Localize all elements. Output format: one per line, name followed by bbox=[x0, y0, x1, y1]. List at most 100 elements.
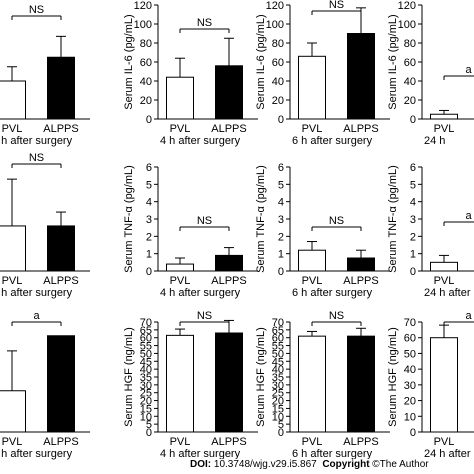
y-tick-label: 1 bbox=[278, 249, 284, 261]
y-tick-label: 65 bbox=[272, 325, 284, 337]
y-tick-label: 0 bbox=[410, 114, 416, 126]
y-tick-label: 15 bbox=[272, 403, 284, 415]
copyright-label: Copyright bbox=[322, 459, 370, 470]
doi-copyright-footer: DOI: 10.3748/wjg.v29.i5.867 Copyright ©T… bbox=[190, 459, 474, 474]
y-axis-label: Serum TNF-α (pg/mL) bbox=[255, 165, 267, 273]
y-tick-label: 4 bbox=[146, 197, 152, 209]
x-tick-label: PVL bbox=[170, 123, 191, 135]
bar-alpps bbox=[47, 56, 75, 120]
y-tick-label: 4 bbox=[410, 197, 416, 209]
y-tick-label: 120 bbox=[266, 0, 284, 12]
significance-label: a bbox=[465, 310, 472, 322]
x-tick-label: PVL bbox=[302, 275, 323, 287]
timepoint-label: 24 h after bbox=[424, 287, 471, 299]
x-tick-label: PVL bbox=[434, 436, 455, 448]
x-tick-label: PVL bbox=[2, 275, 23, 287]
significance-label: a bbox=[465, 64, 472, 76]
y-axis-label: Serum TNF-α (pg/mL) bbox=[387, 165, 399, 273]
y-tick-label: 55 bbox=[272, 341, 284, 353]
x-tick-label: ALPPS bbox=[343, 123, 378, 135]
y-tick-label: 45 bbox=[140, 356, 152, 368]
y-tick-label: 20 bbox=[272, 396, 284, 408]
y-tick-label: 50 bbox=[140, 348, 152, 360]
y-tick-label: 65 bbox=[140, 325, 152, 337]
y-axis-label: Serum IL-6 (pg/mL) bbox=[123, 14, 135, 109]
x-tick-label: PVL bbox=[2, 123, 23, 135]
y-axis-label: Serum HGF (ng/mL) bbox=[387, 327, 399, 427]
bar-pvl bbox=[298, 249, 326, 272]
bar-alpps bbox=[347, 33, 375, 120]
y-tick-label: 10 bbox=[140, 411, 152, 423]
y-tick-label: 6 bbox=[278, 162, 284, 174]
timepoint-label: 1 h after surgery bbox=[0, 287, 73, 299]
bar-pvl bbox=[430, 337, 458, 433]
bar-alpps bbox=[347, 335, 375, 433]
bar-alpps bbox=[215, 254, 243, 272]
y-tick-label: 80 bbox=[404, 38, 416, 50]
significance-label: NS bbox=[197, 17, 212, 29]
y-tick-label: 50 bbox=[404, 348, 416, 360]
timepoint-label: 4 h after surgery bbox=[160, 287, 241, 299]
y-tick-label: 1 bbox=[410, 249, 416, 261]
doi-value: 10.3748/wjg.v29.i5.867 bbox=[211, 459, 317, 470]
bar-pvl bbox=[298, 55, 326, 120]
significance-label: a bbox=[33, 310, 40, 322]
timepoint-label: 1 h after surgery bbox=[0, 135, 73, 147]
y-tick-label: 35 bbox=[272, 372, 284, 384]
y-tick-label: 5 bbox=[278, 179, 284, 191]
y-tick-label: 40 bbox=[140, 364, 152, 376]
y-tick-label: 60 bbox=[140, 57, 152, 69]
y-tick-label: 3 bbox=[410, 214, 416, 226]
y-tick-label: 35 bbox=[140, 372, 152, 384]
y-tick-label: 100 bbox=[134, 19, 152, 31]
y-tick-label: 40 bbox=[140, 76, 152, 88]
y-tick-label: 0 bbox=[278, 114, 284, 126]
x-tick-label: ALPPS bbox=[43, 436, 78, 448]
bar-pvl bbox=[166, 263, 194, 272]
significance-label: NS bbox=[329, 310, 344, 322]
x-tick-label: PVL bbox=[302, 123, 323, 135]
y-tick-label: 20 bbox=[404, 95, 416, 107]
y-tick-label: 5 bbox=[410, 179, 416, 191]
x-tick-label: ALPPS bbox=[343, 436, 378, 448]
timepoint-label: 6 h after surgery bbox=[292, 287, 373, 299]
x-tick-label: PVL bbox=[170, 436, 191, 448]
y-tick-label: 40 bbox=[404, 364, 416, 376]
bar-pvl bbox=[166, 334, 194, 433]
bar-pvl bbox=[166, 76, 194, 120]
x-tick-label: ALPPS bbox=[343, 275, 378, 287]
y-tick-label: 0 bbox=[146, 427, 152, 439]
timepoint-label: 1 h after surgery bbox=[0, 448, 73, 460]
y-tick-label: 80 bbox=[140, 38, 152, 50]
doi-label: DOI: bbox=[190, 459, 212, 470]
bar-alpps bbox=[347, 257, 375, 272]
bar-alpps bbox=[47, 335, 75, 433]
y-axis-label: Serum TNF-α (pg/mL) bbox=[123, 165, 135, 273]
y-tick-label: 50 bbox=[272, 348, 284, 360]
y-tick-label: 2 bbox=[278, 231, 284, 243]
y-tick-label: 70 bbox=[404, 317, 416, 329]
y-tick-label: 0 bbox=[278, 427, 284, 439]
y-tick-label: 2 bbox=[410, 231, 416, 243]
y-tick-label: 0 bbox=[146, 266, 152, 278]
y-axis-label: Serum HGF (ng/mL) bbox=[123, 327, 135, 427]
y-tick-label: 4 bbox=[278, 197, 284, 209]
bar-alpps bbox=[215, 332, 243, 433]
bar-alpps bbox=[215, 65, 243, 120]
y-tick-label: 10 bbox=[404, 411, 416, 423]
y-tick-label: 6 bbox=[146, 162, 152, 174]
significance-label: NS bbox=[29, 4, 44, 16]
panel-il6-6h: 0 20 40 60 80 100 120 Serum IL-6 (pg/mL) PVL ALPP… bbox=[255, 0, 390, 147]
x-tick-label: PVL bbox=[434, 123, 455, 135]
y-tick-label: 120 bbox=[398, 0, 416, 12]
y-tick-label: 30 bbox=[404, 380, 416, 392]
bar-pvl bbox=[298, 335, 326, 433]
